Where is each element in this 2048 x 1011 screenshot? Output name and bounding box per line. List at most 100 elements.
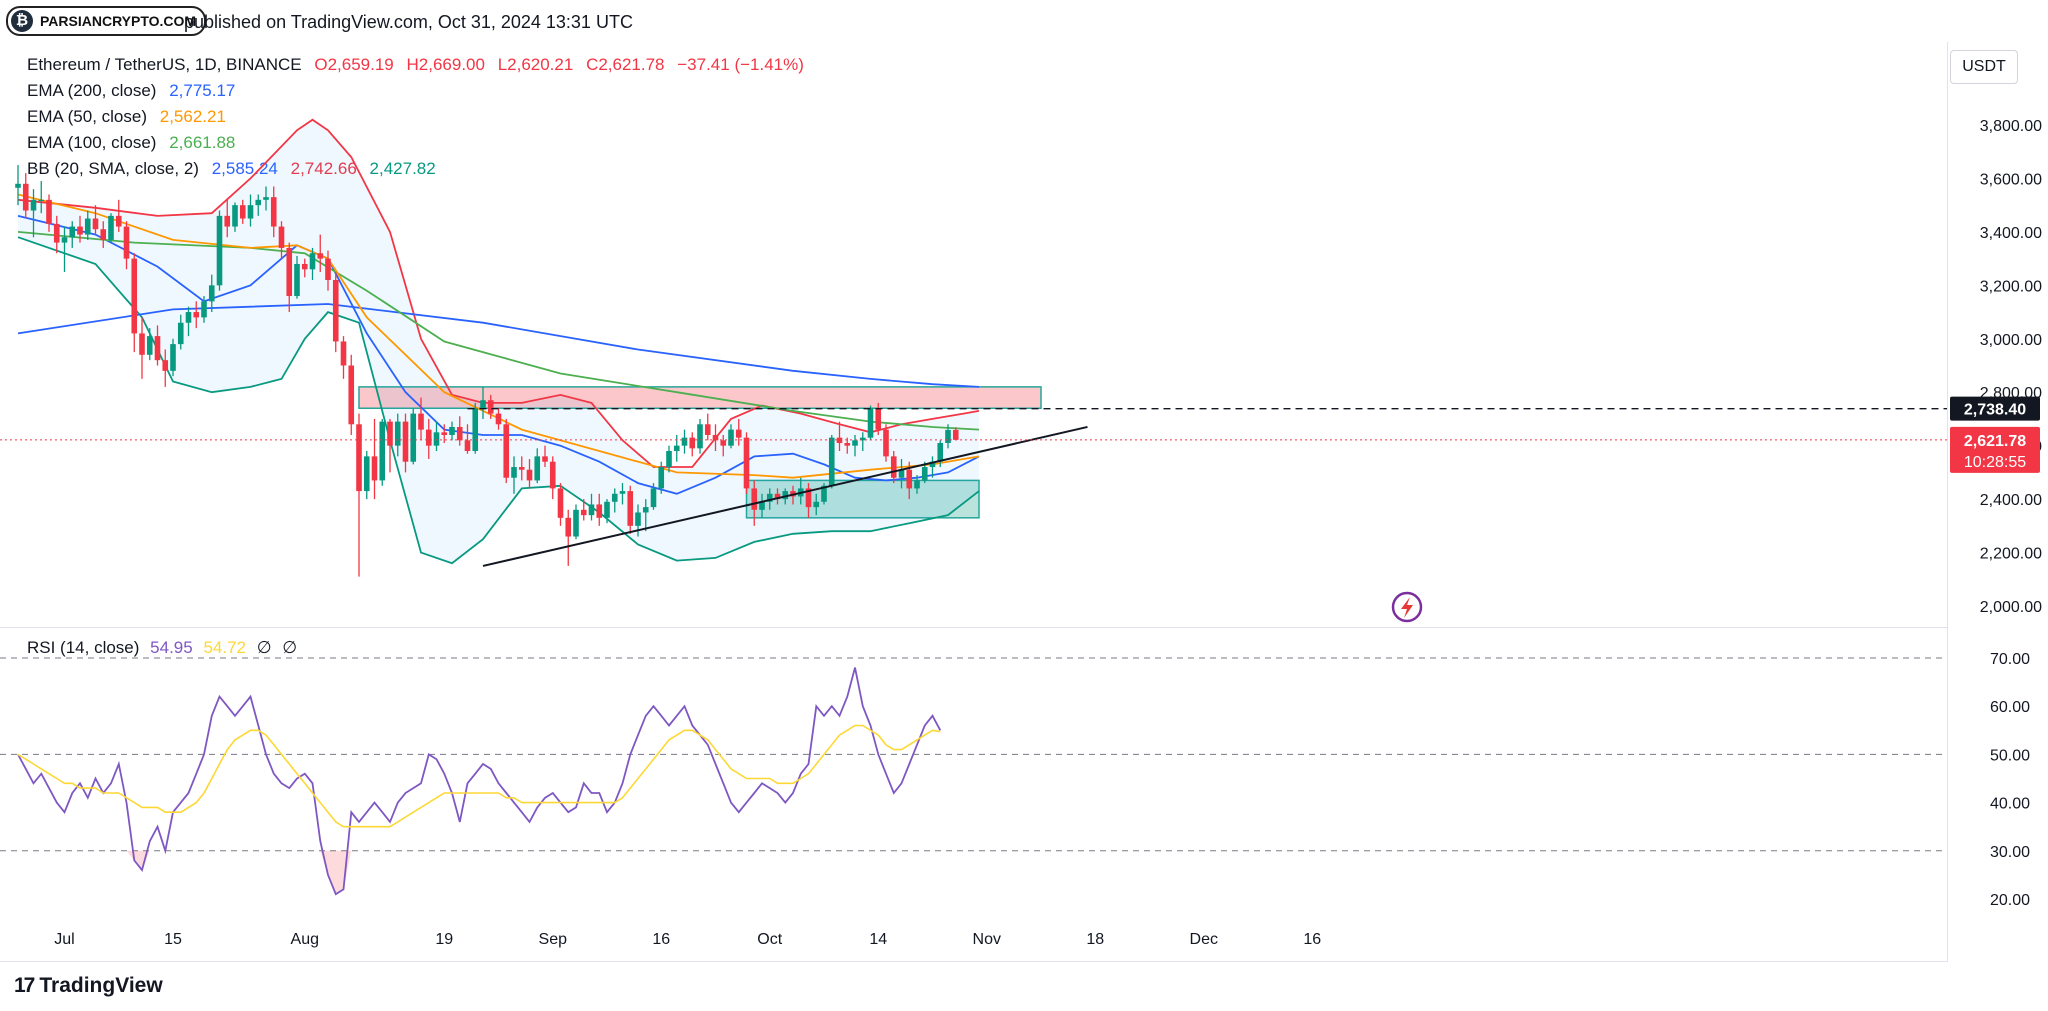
candle-body (635, 512, 641, 526)
candle-body (503, 424, 510, 478)
candle-body (898, 469, 905, 478)
candle-body (573, 509, 579, 537)
candle-body (557, 488, 564, 518)
tradingview-footer[interactable]: 17 TradingView (14, 974, 163, 998)
ohlc-high: H2,669.00 (406, 55, 485, 74)
candle-body (146, 336, 153, 355)
publisher-badge[interactable]: ₿ PARSIANCRYPTO.COM (6, 6, 207, 36)
ema50-value: 2,562.21 (159, 107, 226, 126)
candle-body (844, 442, 851, 446)
ema100-label: EMA (100, close) (27, 133, 157, 152)
ema200-legend-row[interactable]: EMA (200, close) 2,775.17 (27, 78, 804, 104)
ema200-label: EMA (200, close) (27, 81, 157, 100)
rsi-tick-label: 40.00 (1990, 796, 2030, 813)
candle-body (883, 429, 889, 457)
ema50-label: EMA (50, close) (27, 107, 147, 126)
rsi-value: 54.95 (150, 638, 193, 657)
bb-legend-row[interactable]: BB (20, SMA, close, 2) 2,585.24 2,742.66… (27, 156, 804, 182)
candle-body (379, 421, 386, 481)
price-tick-label: 2,400.00 (1980, 492, 2042, 509)
price-tick-label: 2,200.00 (1980, 546, 2042, 563)
ascending-trendline (482, 425, 1088, 567)
candle-body (821, 485, 827, 502)
time-tick-label: Nov (973, 931, 1001, 948)
candle-body (177, 322, 184, 345)
bb-label: BB (20, SMA, close, 2) (27, 159, 199, 178)
ema100-legend-row[interactable]: EMA (100, close) 2,661.88 (27, 130, 804, 156)
current-price-label: 2,621.78 (1964, 433, 2026, 450)
candle-body (294, 263, 300, 297)
candle-body (797, 488, 804, 497)
candle-body (30, 199, 37, 211)
candle-body (449, 426, 455, 435)
time-tick-label: Dec (1190, 931, 1218, 948)
candle-body (673, 445, 680, 452)
candle-body (317, 253, 324, 259)
ema50-line (17, 193, 980, 479)
candle-body (790, 491, 796, 497)
price-tick-label: 2,600.00 (1980, 439, 2042, 456)
resistance-zone (358, 386, 1042, 410)
candle-body (418, 413, 424, 430)
rsi-layer: 70.00 60.00 50.00 40.00 30.00 20.00 (0, 651, 2030, 909)
candle-body (193, 312, 200, 318)
candle-body (255, 199, 262, 206)
candle-body (170, 344, 176, 371)
bitcoin-logo-icon: ₿ (11, 10, 33, 32)
flash-icon[interactable] (1391, 591, 1423, 623)
rsi-legend[interactable]: RSI (14, close) 54.95 54.72 ∅ ∅ (27, 638, 297, 658)
candle-body (921, 467, 928, 481)
symbol-title: Ethereum / TetherUS, 1D, BINANCE (27, 55, 302, 74)
candle-body (658, 467, 665, 489)
candle-body (201, 301, 207, 318)
candle-body (580, 509, 587, 516)
rsi-tick-label: 20.00 (1990, 892, 2030, 909)
candle-body (77, 226, 83, 235)
time-tick-label: Aug (291, 931, 319, 948)
candle-body (309, 253, 316, 270)
candle-body (224, 215, 231, 227)
candle-body (263, 197, 269, 200)
bb-lower-line (17, 236, 980, 565)
ema50-legend-row[interactable]: EMA (50, close) 2,562.21 (27, 104, 804, 130)
ohlc-open: O2,659.19 (314, 55, 394, 74)
candle-body (867, 408, 874, 438)
candle-body (774, 493, 781, 500)
candle-body (751, 488, 758, 510)
bb-basis-value: 2,585.24 (211, 159, 278, 178)
candle-body (828, 437, 835, 486)
candle-body (619, 491, 626, 494)
candle-body (588, 504, 595, 516)
candle-body (689, 437, 696, 449)
candle-body (22, 183, 29, 211)
candle-body (433, 432, 440, 446)
time-axis-border (0, 961, 1947, 962)
ohlc-change: −37.41 (−1.41%) (677, 55, 804, 74)
candle-body (356, 424, 362, 492)
candle-body (38, 199, 45, 202)
candle-body (115, 215, 122, 227)
candle-body (642, 507, 649, 513)
price-tick-label: 3,400.00 (1980, 225, 2042, 242)
support-zone (745, 479, 980, 519)
candle-body (340, 341, 347, 366)
candle-body (735, 429, 742, 438)
candle-body (704, 424, 711, 435)
candle-body (487, 400, 494, 414)
candle-body (611, 493, 618, 502)
candle-body (247, 205, 254, 219)
candle-body (185, 312, 192, 323)
time-tick-label: 14 (869, 931, 887, 948)
currency-selector-button[interactable]: USDT (1950, 50, 2018, 84)
candle-body (472, 408, 479, 452)
candle-body (534, 456, 541, 481)
candle-body (906, 469, 913, 489)
ema100-value: 2,661.88 (169, 133, 236, 152)
symbol-legend-row[interactable]: Ethereum / TetherUS, 1D, BINANCE O2,659.… (27, 52, 804, 78)
drawings-layer (0, 408, 1947, 567)
candle-body (348, 365, 355, 425)
tradingview-logo-icon: 17 (14, 974, 35, 997)
time-tick-label: Jul (54, 931, 74, 948)
bb-lower-value: 2,427.82 (369, 159, 436, 178)
candle-body (363, 456, 370, 492)
